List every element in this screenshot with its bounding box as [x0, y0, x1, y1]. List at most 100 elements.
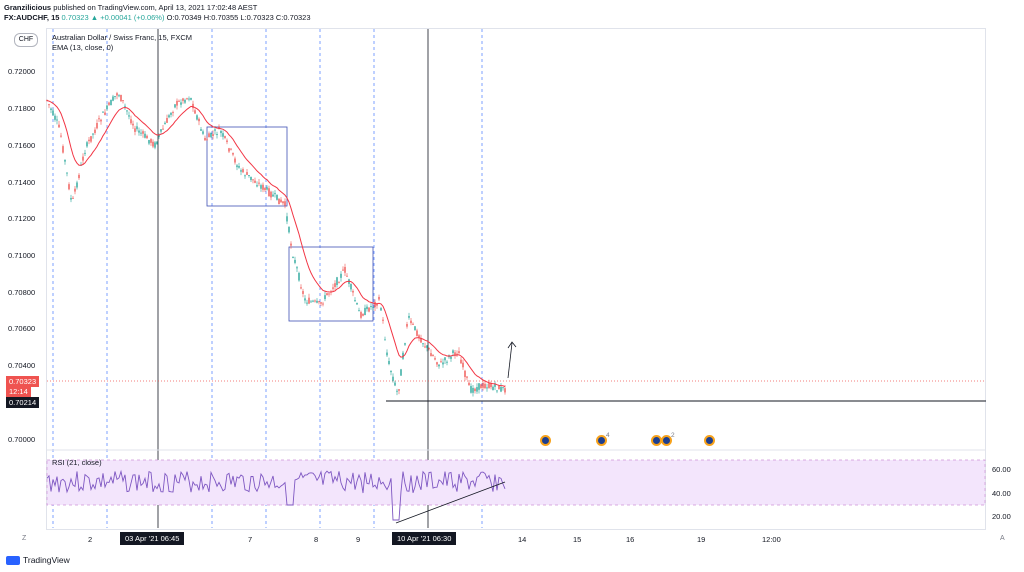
- candle-body: [316, 300, 318, 303]
- candle-body: [150, 139, 152, 143]
- currency-button[interactable]: CHF: [14, 33, 38, 47]
- auto-scale-button[interactable]: A: [1000, 535, 1005, 542]
- candle-body: [374, 301, 376, 308]
- candle-body: [436, 362, 438, 365]
- candle-body: [314, 300, 316, 302]
- candle-body: [290, 243, 292, 246]
- candle-body: [426, 345, 428, 348]
- rsi-legend[interactable]: RSI (21, close): [52, 458, 102, 467]
- candle-body: [396, 390, 398, 392]
- candle-body: [366, 306, 368, 310]
- candle-body: [276, 194, 278, 200]
- candle-body: [208, 133, 210, 138]
- tradingview-logo[interactable]: TradingView: [6, 555, 70, 565]
- economic-event-icon[interactable]: [661, 435, 672, 446]
- candle-body: [350, 284, 352, 290]
- candle-body: [334, 283, 336, 287]
- candle-body: [410, 320, 412, 324]
- candle-body: [254, 180, 256, 183]
- candle-body: [180, 102, 182, 105]
- candle-body: [136, 126, 138, 130]
- ema-line: [46, 100, 506, 388]
- economic-event-icon[interactable]: [540, 435, 551, 446]
- candle-body: [296, 267, 298, 269]
- candle-body: [502, 387, 504, 389]
- candle-body: [196, 115, 198, 120]
- economic-event-icon[interactable]: [704, 435, 715, 446]
- candle-body: [354, 300, 356, 302]
- time-tick-label: 19: [697, 535, 706, 544]
- candle-body: [224, 136, 226, 138]
- candle-body: [498, 385, 500, 390]
- author-name[interactable]: Granzilicious: [4, 3, 52, 12]
- rsi-level-40: 40.00: [992, 489, 1011, 498]
- candle-body: [176, 100, 178, 106]
- economic-event-icon[interactable]: [596, 435, 607, 446]
- candle-body: [460, 359, 462, 364]
- candle-body: [214, 129, 216, 131]
- rsi-level-60: 60.00: [992, 465, 1011, 474]
- candle-body: [486, 387, 488, 389]
- candle-body: [322, 303, 324, 305]
- candle-body: [118, 95, 120, 97]
- candle-body: [248, 175, 250, 177]
- candle-body: [364, 307, 366, 316]
- candle-body: [332, 287, 334, 289]
- candle-body: [480, 384, 482, 389]
- candle-body: [494, 383, 496, 387]
- candle-body: [492, 386, 494, 391]
- candle-body: [216, 134, 218, 136]
- candle-body: [372, 306, 374, 308]
- candle-body: [170, 112, 172, 115]
- chart-pane[interactable]: [46, 28, 986, 530]
- candle-body: [368, 307, 370, 312]
- candle-body: [86, 142, 88, 147]
- candle-body: [190, 98, 192, 100]
- candle-body: [182, 98, 184, 101]
- candle-body: [326, 293, 328, 296]
- candle-body: [82, 156, 84, 161]
- candle-body: [420, 338, 422, 343]
- candle-body: [386, 352, 388, 356]
- candle-body: [342, 269, 344, 271]
- candle-body: [384, 339, 386, 341]
- crosshair-date-tag-2: 10 Apr '21 06:30: [392, 532, 457, 545]
- event-count: 2: [671, 432, 675, 439]
- rsi-divergence-line: [395, 481, 506, 524]
- candle-body: [256, 185, 258, 187]
- candle-body: [200, 129, 202, 131]
- candle-body: [110, 99, 112, 106]
- chart-legend: Australian Dollar / Swiss Franc, 15, FXC…: [52, 33, 192, 53]
- price-change: ▲ +0.00041 (+0.06%): [90, 13, 165, 22]
- candle-body: [162, 128, 164, 130]
- candle-body: [186, 98, 188, 100]
- candle-body: [356, 302, 358, 305]
- candle-body: [152, 141, 154, 147]
- candle-body: [402, 352, 404, 359]
- candle-body: [128, 115, 130, 117]
- candle-body: [252, 179, 254, 181]
- axis-corner-left[interactable]: Z: [22, 535, 27, 542]
- candle-body: [312, 300, 314, 302]
- candle-body: [154, 142, 156, 148]
- candle-body: [452, 350, 454, 353]
- candle-body: [346, 275, 348, 277]
- candle-body: [432, 355, 434, 357]
- candle-body: [222, 133, 224, 137]
- series-title[interactable]: Australian Dollar / Swiss Franc, 15, FXC…: [52, 33, 193, 42]
- candle-body: [156, 141, 158, 145]
- candle-body: [164, 122, 166, 125]
- candle-body: [236, 165, 238, 168]
- candle-body: [472, 387, 474, 393]
- rsi-band: [46, 459, 986, 506]
- candle-body: [360, 312, 362, 318]
- candle-body: [120, 94, 122, 102]
- candle-body: [250, 176, 252, 181]
- candle-body: [430, 353, 432, 357]
- rsi-level-20: 20.00: [992, 512, 1011, 521]
- ema-legend[interactable]: EMA (13, close, 0): [52, 43, 114, 52]
- time-tick-label: 7: [248, 535, 253, 544]
- candle-body: [274, 193, 276, 195]
- candle-body: [58, 124, 60, 128]
